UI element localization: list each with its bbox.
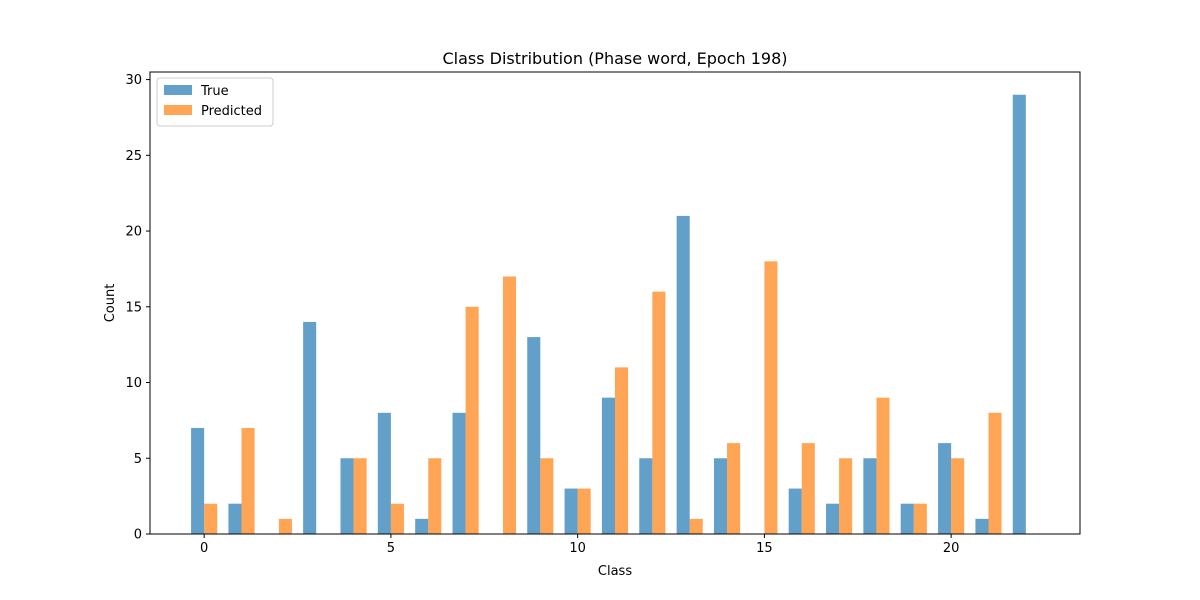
bar-true-class-21	[975, 518, 989, 534]
bar-true-class-20	[938, 443, 952, 534]
bar-true-class-9	[527, 337, 541, 534]
bar-predicted-class-18	[876, 397, 890, 534]
bar-predicted-class-21	[988, 412, 1002, 534]
y-tick-label-30: 30	[125, 73, 142, 88]
bars-group	[191, 94, 1026, 534]
bar-predicted-class-10	[577, 488, 591, 534]
x-tick-label-10: 10	[569, 541, 586, 556]
y-tick-label-5: 5	[134, 452, 142, 467]
y-tick-label-25: 25	[125, 149, 142, 164]
bar-predicted-class-13	[689, 518, 703, 534]
bar-predicted-class-12	[652, 291, 666, 534]
bar-true-class-7	[452, 412, 466, 534]
legend-label-true: True	[200, 84, 229, 99]
x-tick-label-20: 20	[943, 541, 960, 556]
bar-predicted-class-8	[502, 276, 517, 534]
y-axis-label: Count	[103, 284, 118, 323]
bar-true-class-0	[191, 427, 205, 534]
bar-predicted-class-9	[540, 458, 554, 534]
x-tick-label-0: 0	[200, 541, 208, 556]
bar-true-class-5	[377, 412, 391, 534]
legend-swatch-predicted	[164, 105, 192, 115]
bar-true-class-18	[863, 458, 877, 534]
y-tick-label-10: 10	[125, 376, 142, 391]
bar-predicted-class-0	[204, 503, 218, 534]
bar-predicted-class-16	[801, 443, 815, 534]
bar-true-class-12	[639, 458, 653, 534]
bar-true-class-1	[228, 503, 242, 534]
bar-true-class-19	[900, 503, 914, 534]
bar-true-class-10	[564, 488, 578, 534]
y-tick-label-15: 15	[125, 300, 142, 315]
bar-predicted-class-4	[353, 458, 367, 534]
legend-label-predicted: Predicted	[201, 104, 262, 119]
bar-predicted-class-11	[615, 367, 629, 534]
bar-predicted-class-2	[278, 518, 292, 534]
bar-predicted-class-5	[390, 503, 404, 534]
bar-predicted-class-20	[951, 458, 965, 534]
bar-true-class-17	[826, 503, 840, 534]
bar-predicted-class-14	[727, 443, 741, 534]
bar-true-class-13	[676, 215, 690, 534]
bar-true-class-6	[415, 518, 429, 534]
bar-predicted-class-19	[913, 503, 927, 534]
legend: True Predicted	[156, 77, 274, 127]
y-tick-label-20: 20	[125, 225, 142, 240]
bar-true-class-11	[601, 397, 615, 534]
bar-true-class-14	[713, 458, 728, 534]
bar-predicted-class-17	[839, 458, 853, 534]
bar-true-class-22	[1012, 94, 1026, 534]
bar-true-class-3	[303, 321, 317, 534]
x-axis-ticks: 0 5 10 15 20	[200, 534, 959, 556]
bar-predicted-class-7	[465, 306, 479, 534]
legend-swatch-true	[164, 85, 192, 95]
x-tick-label-5: 5	[387, 541, 395, 556]
bar-predicted-class-6	[428, 458, 442, 534]
plot-frame	[149, 71, 1081, 535]
y-tick-label-0: 0	[134, 528, 142, 543]
bar-true-class-16	[788, 488, 802, 534]
chart-title: Class Distribution (Phase word, Epoch 19…	[442, 49, 787, 68]
y-axis-ticks: 0 5 10 15 20 25 30	[125, 73, 150, 543]
bar-true-class-4	[340, 458, 354, 534]
x-tick-label-15: 15	[756, 541, 773, 556]
bar-predicted-class-15	[764, 261, 778, 534]
x-axis-label: Class	[598, 564, 632, 579]
bar-predicted-class-1	[241, 427, 255, 534]
